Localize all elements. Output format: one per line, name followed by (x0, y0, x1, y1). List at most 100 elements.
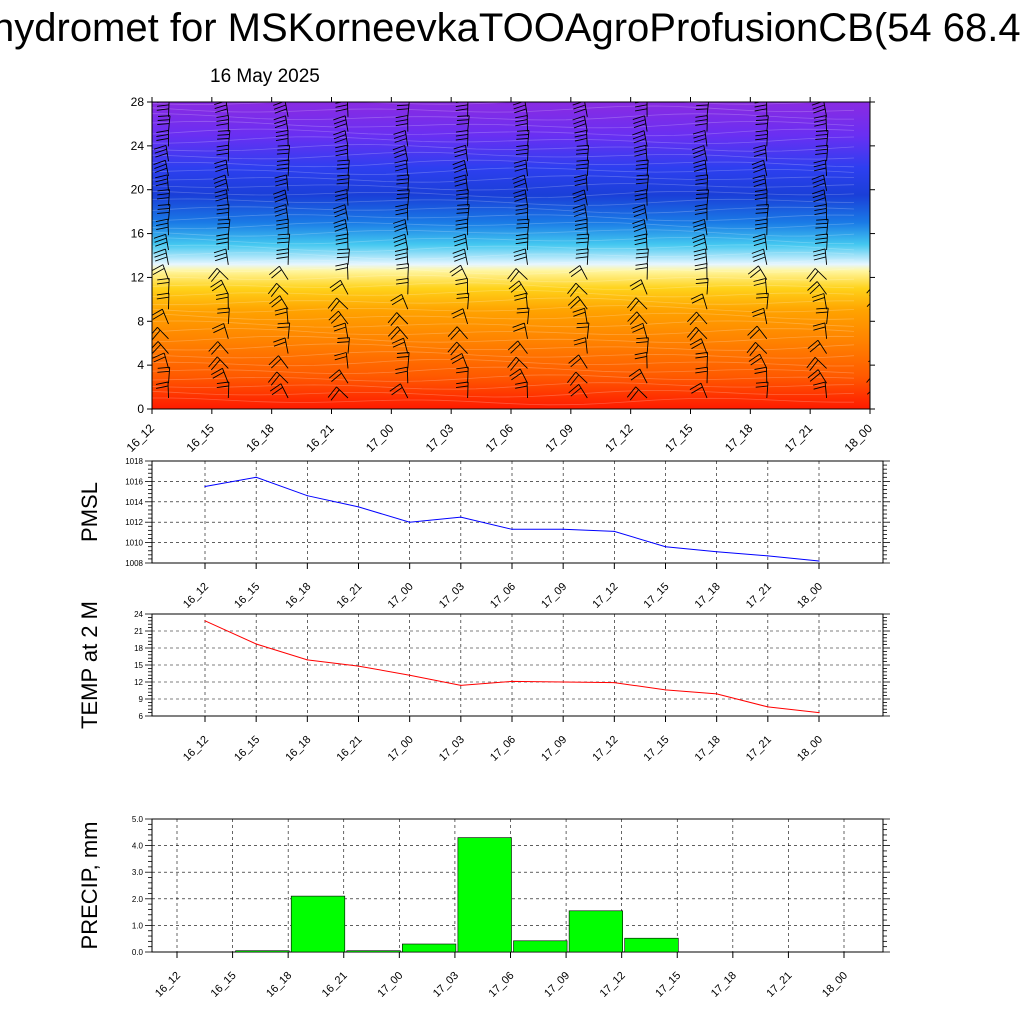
wind-barb-flag (815, 152, 828, 155)
wind-barb-staff (161, 309, 169, 325)
wind-barb-flag (694, 267, 707, 271)
wind-barb-flag (634, 152, 647, 157)
x-tick-label: 17_15 (642, 734, 672, 764)
wind-barb-flag (632, 204, 645, 210)
contour-line (152, 282, 855, 290)
wind-barb-flag (753, 152, 767, 157)
wind-barb-staff (875, 372, 886, 383)
wind-barb-flag (813, 381, 826, 386)
wind-barb-staff (227, 308, 230, 325)
wind-barb-flag (689, 338, 702, 346)
wind-barb-staff (287, 159, 290, 177)
wind-barb-flag (337, 341, 350, 343)
wind-barb-flag (574, 174, 587, 179)
wind-barb-flag (513, 182, 527, 188)
wind-barb-staff (706, 352, 709, 369)
wind-barb-flag (876, 160, 888, 161)
wind-barb-flag (576, 159, 589, 162)
wind-barb-flag (392, 341, 405, 348)
wind-barb-flag (397, 189, 410, 192)
wind-barb-flag (754, 104, 767, 108)
wind-barb-flag (634, 189, 647, 193)
wind-barb-flag (869, 396, 870, 398)
data-point (818, 712, 820, 714)
wind-barb-flag (156, 296, 169, 300)
wind-barb-staff (578, 354, 588, 369)
wind-barb-flag (813, 108, 826, 114)
wind-barb-flag (152, 329, 161, 341)
wind-barb-flag (334, 352, 347, 357)
wind-barb-flag (156, 104, 170, 107)
wind-barb-flag (693, 134, 706, 139)
wind-barb-flag (871, 309, 883, 314)
data-point (255, 476, 257, 478)
wind-barb-flag (576, 144, 589, 147)
wind-barb-flag (277, 326, 290, 329)
data-point (664, 546, 667, 548)
wind-barb-flag (694, 256, 707, 261)
wind-barb-flag (572, 115, 585, 121)
wind-barb-flag (333, 130, 346, 136)
wind-barb-staff (338, 310, 349, 325)
wind-barb-flag (869, 270, 870, 272)
wind-barb-flag (873, 213, 885, 217)
wind-barb-flag (693, 152, 706, 159)
wind-barb-flag (396, 267, 409, 270)
wind-barb-flag (634, 197, 647, 201)
wind-barb-flag (573, 108, 587, 114)
wind-barb-staff (696, 311, 708, 325)
wind-barb-flag (515, 237, 528, 241)
wind-barb-staff (347, 337, 350, 354)
wind-barb-flag (155, 256, 168, 262)
wind-barb-flag (629, 279, 642, 287)
wind-barb-flag (157, 211, 170, 214)
wind-barb-flag (155, 381, 169, 385)
y-axis-label: PRECIP, mm (77, 822, 102, 950)
precip-bar (346, 950, 401, 953)
wind-barb-flag (691, 233, 705, 240)
contour-line (152, 128, 855, 137)
wind-barb-flag (337, 159, 350, 162)
wind-barb-flag (695, 182, 708, 185)
wind-barb-flag (154, 167, 168, 173)
wind-barb-staff (287, 322, 291, 339)
wind-barb-flag (208, 341, 219, 352)
wind-barb-flag (155, 218, 168, 223)
wind-barb-flag (695, 119, 708, 122)
wind-barb-flag (456, 208, 469, 210)
data-point (767, 706, 769, 708)
wind-barb-flag (217, 226, 230, 229)
y-tick-label: 24 (134, 610, 143, 619)
wind-barb-flag (211, 283, 224, 292)
wind-barb-flag (753, 237, 766, 243)
wind-barb-flag (452, 248, 465, 254)
wind-barb-staff (345, 352, 349, 369)
wind-barb-flag (156, 133, 169, 137)
wind-barb-flag (455, 133, 468, 137)
wind-barb-staff (824, 322, 828, 339)
wind-barb-flag (755, 385, 768, 388)
wind-barb-flag (456, 296, 469, 299)
wind-barb-flag (872, 312, 884, 317)
wind-barb-flag (217, 311, 230, 314)
wind-barb-flag (629, 389, 639, 401)
wind-barb-flag (154, 237, 167, 243)
wind-barb-flag (456, 193, 469, 196)
wind-barb-flag (874, 223, 886, 226)
wind-barb-staff (523, 175, 528, 191)
data-point (664, 689, 667, 691)
wind-barb-flag (396, 182, 409, 185)
data-point (204, 620, 206, 622)
wind-barb-flag (752, 163, 765, 170)
x-tick-label: 16_15 (232, 581, 262, 611)
wind-barb-flag (874, 134, 886, 137)
wind-barb-staff (817, 339, 827, 354)
wind-barb-flag (274, 119, 287, 125)
wind-barb-flag (330, 300, 340, 312)
wind-barb-flag (693, 241, 706, 247)
wind-barb-flag (510, 343, 521, 354)
x-tick-label: 16_21 (303, 421, 337, 455)
wind-barb-flag (335, 241, 348, 245)
wind-barb-flag (516, 130, 530, 132)
wind-barb-flag (152, 268, 165, 275)
